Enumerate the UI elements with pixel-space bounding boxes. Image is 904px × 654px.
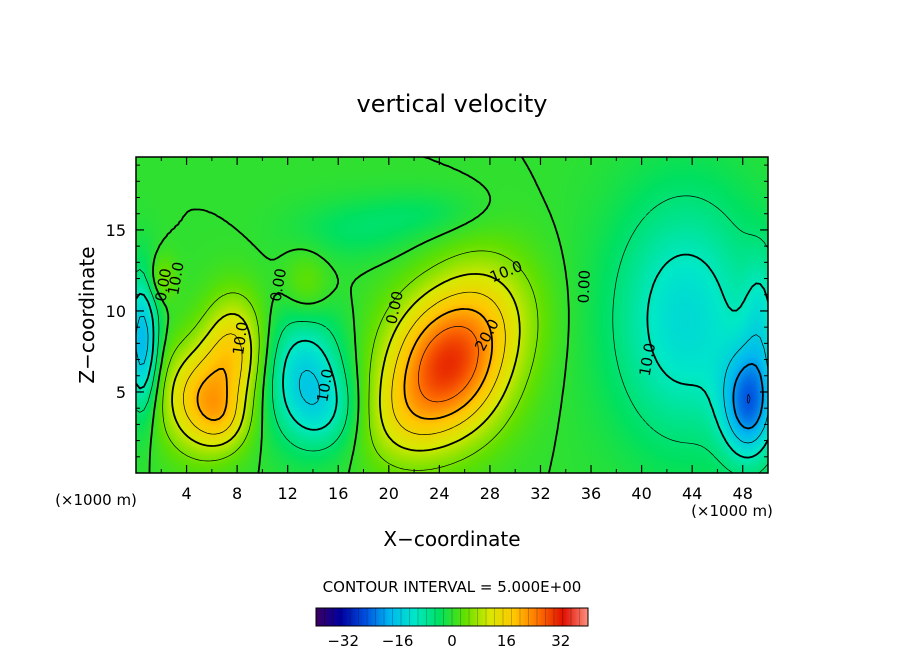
x-tick-label: 48 bbox=[733, 484, 753, 503]
contour-level-0 bbox=[148, 157, 570, 473]
colorbar-tick-label: −32 bbox=[327, 632, 359, 650]
colorbar-tick-label: 32 bbox=[551, 632, 570, 650]
x-tick-label: 4 bbox=[181, 484, 191, 503]
colorbar-gradient bbox=[316, 608, 588, 626]
x-unit-left: (×1000 m) bbox=[55, 491, 137, 509]
x-tick-label: 44 bbox=[682, 484, 702, 503]
x-tick-label: 16 bbox=[328, 484, 348, 503]
contour-label: 10.0 bbox=[229, 321, 251, 357]
x-tick-label: 8 bbox=[232, 484, 242, 503]
contour-interval-label: CONTOUR INTERVAL = 5.000E+00 bbox=[323, 578, 582, 596]
contour-label: 0.00 bbox=[152, 267, 176, 303]
contour-label: 10.0 bbox=[313, 367, 337, 403]
contour-lines bbox=[136, 157, 768, 473]
x-tick-label: 32 bbox=[530, 484, 550, 503]
contour-level-20 bbox=[196, 308, 493, 421]
plot-frame bbox=[135, 156, 769, 474]
y-axis: 5 10 15 bbox=[106, 164, 768, 458]
contour-label: 10.0 bbox=[164, 260, 188, 296]
x-tick-label: 20 bbox=[379, 484, 399, 503]
y-tick-label: 5 bbox=[116, 383, 126, 402]
colorbar-tick-label: 0 bbox=[447, 632, 457, 650]
contour-level-neg5 bbox=[136, 195, 768, 473]
contour-level-neg10 bbox=[136, 253, 768, 459]
contour-level-10 bbox=[171, 273, 521, 452]
x-tick-label: 12 bbox=[278, 484, 298, 503]
contour-level-15 bbox=[183, 291, 506, 435]
y-tick-label: 10 bbox=[106, 302, 126, 321]
velocity-field bbox=[136, 157, 768, 473]
x-axis: 4 8 12 16 20 24 28 32 36 40 44 48 bbox=[160, 157, 753, 503]
x-tick-label: 40 bbox=[631, 484, 651, 503]
y-axis-label: Z−coordinate bbox=[75, 246, 99, 383]
x-tick-label: 28 bbox=[480, 484, 500, 503]
contour-label: 0.00 bbox=[575, 270, 594, 304]
colorbar-tick-label: 16 bbox=[497, 632, 516, 650]
colorbar-frame bbox=[315, 607, 589, 627]
x-tick-label: 24 bbox=[429, 484, 449, 503]
x-unit-right: (×1000 m) bbox=[691, 502, 773, 520]
x-axis-label: X−coordinate bbox=[383, 527, 520, 551]
contour-level-5 bbox=[162, 250, 539, 471]
x-tick-label: 36 bbox=[581, 484, 601, 503]
contour-label: 0.00 bbox=[267, 267, 291, 303]
y-tick-label: 15 bbox=[106, 221, 126, 240]
contour-level-25 bbox=[418, 326, 479, 403]
colorbar-ticks: −32 −16 0 16 32 bbox=[327, 632, 570, 650]
colorbar bbox=[315, 607, 589, 627]
chart-title: vertical velocity bbox=[357, 90, 548, 118]
contour-label: 10.0 bbox=[636, 341, 660, 377]
colorbar-tick-label: −16 bbox=[382, 632, 414, 650]
contour-level-neg25 bbox=[746, 393, 751, 404]
